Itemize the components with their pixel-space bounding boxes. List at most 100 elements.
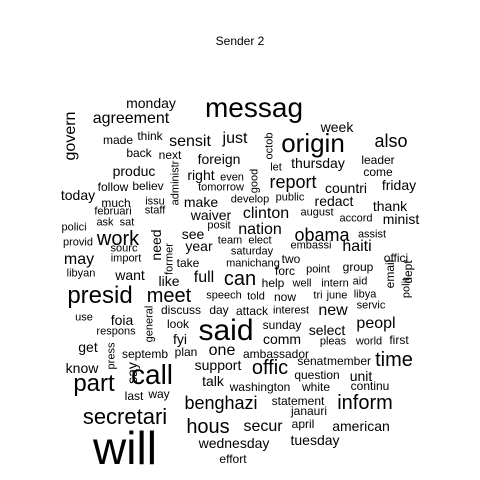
word-will: will bbox=[93, 422, 157, 474]
word-hous: hous bbox=[186, 416, 230, 438]
word-agreement: agreement bbox=[92, 110, 170, 127]
word-team: team bbox=[217, 234, 243, 247]
word-said: said bbox=[198, 314, 254, 347]
word-senat: senat bbox=[297, 354, 327, 368]
word-manichang: manichang bbox=[226, 257, 280, 270]
word-comm: comm bbox=[262, 331, 302, 347]
word-make: make bbox=[183, 194, 219, 210]
word-june: june bbox=[326, 289, 348, 302]
word-attack: attack bbox=[235, 304, 269, 318]
word-messag: messag bbox=[204, 92, 304, 123]
word-told: told bbox=[247, 290, 265, 303]
word-want: want bbox=[115, 267, 145, 283]
word-administr: administr bbox=[169, 160, 182, 206]
word-april: april bbox=[291, 417, 315, 431]
word-benghazi: benghazi bbox=[184, 393, 258, 413]
word-today: today bbox=[60, 187, 96, 203]
word-elect: elect bbox=[248, 234, 272, 247]
word-point: point bbox=[306, 263, 330, 276]
word-take: take bbox=[176, 256, 200, 270]
word-know: know bbox=[65, 360, 99, 376]
word-unit: unit bbox=[349, 368, 373, 384]
word-libya: libya bbox=[353, 288, 377, 301]
word-time: time bbox=[375, 349, 413, 371]
word-wednesday: wednesday bbox=[198, 435, 270, 451]
word-presid: presid bbox=[67, 282, 133, 309]
word-februari: februari bbox=[94, 205, 132, 218]
word-talk: talk bbox=[202, 373, 224, 389]
word-now: now bbox=[273, 290, 297, 304]
word-foia: foia bbox=[110, 312, 134, 328]
word-offici: offici bbox=[383, 251, 409, 265]
word-accord: accord bbox=[339, 212, 373, 225]
word-report: report bbox=[269, 172, 317, 192]
word-see: see bbox=[181, 226, 205, 242]
word-august: august bbox=[300, 206, 334, 219]
word-assist: assist bbox=[357, 228, 387, 241]
word-aid: aid bbox=[352, 275, 368, 288]
word-fyi: fyi bbox=[173, 331, 187, 347]
word-say: say bbox=[124, 362, 140, 384]
word-question: question bbox=[294, 368, 340, 382]
word-part: part bbox=[73, 370, 115, 397]
word-govern: govern bbox=[62, 111, 79, 161]
word-clinton: clinton bbox=[242, 205, 290, 222]
word-let: let bbox=[270, 161, 282, 174]
word-speech: speech bbox=[206, 289, 242, 302]
word-call: call bbox=[130, 359, 174, 390]
word-way: way bbox=[148, 387, 170, 401]
word-tuesday: tuesday bbox=[290, 432, 340, 448]
word-think: think bbox=[137, 129, 163, 143]
word-interest: interest bbox=[272, 304, 310, 317]
word-come: come bbox=[363, 165, 393, 179]
word-sat: sat bbox=[119, 216, 135, 229]
word-octob: octob bbox=[263, 132, 276, 160]
word-public: public bbox=[275, 191, 305, 204]
word-general: general bbox=[143, 305, 156, 343]
word-get: get bbox=[78, 339, 98, 355]
word-help: help bbox=[261, 276, 285, 290]
word-pleas: pleas bbox=[319, 335, 347, 348]
word-back: back bbox=[126, 146, 152, 160]
word-white: white bbox=[301, 380, 331, 394]
word-two: two bbox=[281, 252, 301, 266]
word-week: week bbox=[320, 119, 354, 135]
word-secretari: secretari bbox=[82, 404, 168, 429]
word-import: import bbox=[110, 252, 142, 265]
word-secur: secur bbox=[243, 418, 283, 435]
word-ask: ask bbox=[96, 216, 114, 229]
word-use: use bbox=[75, 311, 93, 324]
word-septemb: septemb bbox=[121, 347, 169, 361]
word-first: first bbox=[389, 333, 409, 347]
word-polit: polit bbox=[400, 277, 413, 299]
word-thursday: thursday bbox=[291, 155, 345, 171]
word-meet: meet bbox=[146, 285, 192, 307]
word-friday: friday bbox=[381, 177, 417, 193]
word-countri: countri bbox=[324, 180, 368, 196]
word-group: group bbox=[342, 260, 374, 274]
word-select: select bbox=[308, 322, 346, 338]
word-world: world bbox=[355, 335, 383, 348]
word-saturday: saturday bbox=[230, 245, 274, 258]
word-also: also bbox=[374, 131, 408, 151]
word-last: last bbox=[124, 389, 144, 403]
word-like: like bbox=[158, 273, 180, 289]
word-minist: minist bbox=[382, 211, 420, 227]
word-origin: origin bbox=[281, 128, 345, 158]
chart-title: Sender 2 bbox=[215, 34, 265, 48]
word-monday: monday bbox=[126, 95, 176, 111]
word-year: year bbox=[185, 238, 213, 254]
word-staff: staff bbox=[144, 204, 166, 217]
word-made: made bbox=[102, 133, 134, 147]
word-develop: develop bbox=[230, 193, 270, 206]
word-discuss: discuss bbox=[160, 303, 202, 317]
word-posit: posit bbox=[207, 219, 231, 232]
word-provid: provid bbox=[63, 236, 93, 249]
word-may: may bbox=[63, 251, 95, 268]
word-libyan: libyan bbox=[66, 267, 96, 280]
word-american: american bbox=[332, 418, 390, 434]
word-member: member bbox=[326, 354, 372, 368]
word-former: former bbox=[163, 243, 176, 275]
word-press: press bbox=[105, 342, 118, 370]
